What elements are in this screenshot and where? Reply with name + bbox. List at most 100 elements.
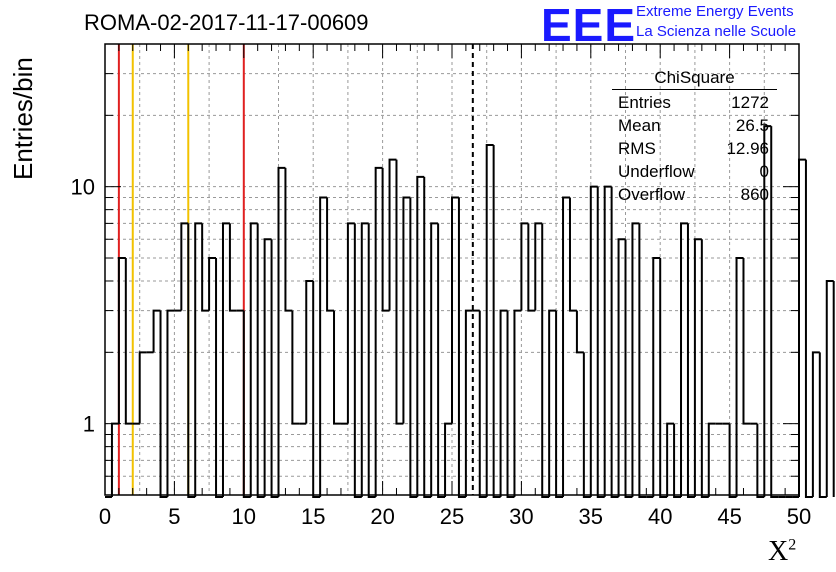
- y-tick-label: 1: [83, 412, 95, 437]
- x-tick-label: 0: [99, 504, 111, 529]
- stats-row-overflow: Overflow 860: [612, 183, 777, 206]
- histogram-bin: [680, 222, 688, 497]
- histogram-bin: [291, 310, 300, 425]
- histogram-bin: [513, 309, 522, 497]
- histogram-bin: [256, 223, 265, 498]
- histogram-bin: [707, 422, 716, 497]
- stats-label: Overflow: [618, 185, 686, 204]
- histogram-bin: [194, 222, 203, 497]
- histogram-bin: [756, 423, 765, 498]
- histogram-bin: [284, 167, 293, 312]
- histogram-bars: [105, 125, 835, 498]
- histogram-bin: [416, 175, 425, 497]
- histogram-bin: [742, 258, 751, 425]
- histogram-bin: [221, 222, 230, 497]
- histogram-bin: [166, 309, 175, 497]
- histogram-bin: [575, 310, 584, 354]
- histogram-bin: [492, 144, 501, 498]
- histogram-bin: [798, 158, 806, 497]
- histogram-bin: [499, 309, 508, 497]
- histogram-bin: [249, 222, 258, 497]
- histogram-bin: [277, 166, 286, 497]
- logo-subtitle-line2: La Scienza nelle Scuole: [636, 23, 797, 40]
- x-tick-label: 35: [579, 504, 603, 529]
- stats-label: Mean: [618, 116, 661, 135]
- histogram-bin: [596, 186, 605, 498]
- histogram-bin: [506, 310, 515, 498]
- histogram-bin: [624, 239, 633, 498]
- histogram-bin: [346, 222, 355, 424]
- stats-value: 26.5: [735, 116, 769, 135]
- x-tick-label: 50: [787, 504, 811, 529]
- histogram-bin: [735, 257, 744, 497]
- histogram-bin: [333, 310, 341, 425]
- x-tick-label: 25: [440, 504, 464, 529]
- histogram-bin: [263, 238, 272, 497]
- histogram-bin: [409, 197, 418, 498]
- histogram-bin: [208, 257, 217, 311]
- histogram-bin: [763, 125, 772, 497]
- histogram-bin: [520, 222, 529, 311]
- histogram-bin: [353, 223, 362, 498]
- histogram-bin: [825, 279, 834, 497]
- histogram-bin: [770, 126, 779, 498]
- histogram-bin: [700, 239, 709, 498]
- histogram-bin: [451, 196, 459, 424]
- histogram-bin: [631, 222, 640, 497]
- histogram-bin: [305, 279, 314, 424]
- logo-subtitle-line1: Extreme Energy Events: [636, 3, 794, 20]
- histogram-bin: [312, 280, 321, 498]
- histogram-bin: [617, 238, 626, 497]
- histogram-bin: [693, 238, 702, 497]
- histogram-bin: [548, 309, 557, 497]
- tick-labels: 0 5 10 15 20 25 30 35 40 45 50 1 10: [71, 175, 812, 529]
- histogram-bin: [673, 423, 682, 498]
- stats-value: 0: [759, 162, 769, 181]
- histogram-bin: [659, 258, 668, 498]
- histogram-bin: [562, 196, 570, 497]
- histogram-bin: [666, 422, 675, 497]
- histogram-bin: [117, 257, 126, 424]
- x-tick-label: 45: [717, 504, 741, 529]
- histogram-bin: [159, 310, 168, 498]
- x-tick-label: 20: [370, 504, 394, 529]
- y-axis-label: Entries/bin: [8, 57, 38, 180]
- histogram-bin: [228, 223, 237, 312]
- histogram-bin: [187, 223, 196, 498]
- histogram-bin: [270, 239, 279, 498]
- histogram-bin: [319, 196, 328, 497]
- eee-logo: EEE: [541, 0, 637, 51]
- stats-label: Entries: [618, 93, 671, 112]
- histogram-bin: [457, 197, 466, 498]
- histogram-bin: [395, 159, 404, 425]
- stats-label: RMS: [618, 139, 656, 158]
- stats-row-entries: Entries 1272: [612, 91, 777, 114]
- histogram-bin: [381, 167, 390, 312]
- stats-row-rms: RMS 12.96: [612, 137, 777, 160]
- histogram-bin: [582, 352, 591, 498]
- stats-label: Underflow: [618, 162, 695, 181]
- stats-value: 860: [740, 185, 769, 204]
- histogram-bin: [485, 143, 494, 497]
- histogram-bin: [638, 223, 647, 498]
- histogram-bin: [818, 352, 827, 498]
- histogram-bin: [326, 197, 335, 312]
- histogram-bin: [444, 422, 452, 497]
- stats-value: 12.96: [726, 139, 769, 158]
- histogram-bin: [388, 158, 397, 311]
- histogram-bin: [430, 222, 439, 497]
- histogram-bin: [527, 223, 536, 312]
- histogram-bin: [138, 351, 147, 424]
- vertical-markers: [117, 44, 474, 495]
- histogram-bin: [811, 351, 820, 497]
- histogram-bin: [478, 310, 487, 498]
- stats-value: 1272: [731, 93, 769, 112]
- histogram-bin: [374, 166, 383, 497]
- histogram-bin: [215, 258, 223, 498]
- histogram-bin: [124, 258, 133, 425]
- histogram-bin: [423, 176, 432, 498]
- histogram-bin: [152, 309, 161, 353]
- histogram-bin: [242, 310, 251, 498]
- x-tick-label: 5: [168, 504, 180, 529]
